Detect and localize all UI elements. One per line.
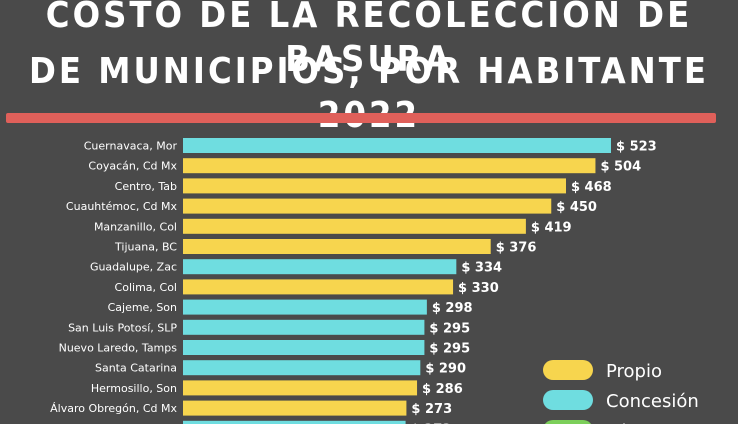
value-label-1: $ 523 (616, 140, 657, 155)
bar-1 (183, 138, 611, 153)
category-label-10: San Luis Potosí, SLP (68, 321, 177, 334)
category-label-12: Santa Catarina (95, 362, 177, 375)
category-label-14: Álvaro Obregón, Cd Mx (50, 402, 177, 415)
value-label-11: $ 295 (429, 342, 470, 357)
value-label-10: $ 295 (429, 321, 470, 336)
value-label-15: $ 272 (411, 422, 452, 424)
legend-label-mixto: Mixto (606, 421, 655, 424)
category-label-11: Nuevo Laredo, Tamps (59, 342, 178, 355)
category-label-13: Hermosillo, Son (91, 382, 177, 395)
value-label-2: $ 504 (600, 160, 641, 175)
bar-6 (183, 239, 491, 254)
value-label-8: $ 330 (458, 281, 499, 296)
legend-swatch-concesion (543, 390, 593, 410)
bar-10 (183, 319, 425, 335)
legend-swatch-propio (543, 360, 593, 380)
category-label-5: Manzanillo, Col (94, 220, 177, 233)
bar-3 (183, 178, 566, 194)
category-label-1: Cuernavaca, Mor (84, 140, 178, 153)
value-label-5: $ 419 (531, 220, 572, 235)
category-label-3: Centro, Tab (115, 180, 177, 193)
bar-2 (183, 158, 596, 174)
bar-7 (183, 259, 457, 275)
category-label-9: Cajeme, Son (108, 301, 177, 314)
category-label-6: Tijuana, BC (114, 241, 177, 254)
bar-8 (183, 279, 454, 295)
bar-11 (183, 340, 425, 355)
value-label-3: $ 468 (571, 180, 612, 195)
title-divider (6, 113, 716, 123)
bar-13 (183, 380, 418, 396)
value-label-4: $ 450 (556, 200, 597, 215)
category-label-2: Coyacán, Cd Mx (88, 160, 177, 173)
value-label-9: $ 298 (432, 301, 473, 316)
bar-15 (183, 420, 406, 424)
value-label-6: $ 376 (496, 241, 537, 256)
category-label-7: Guadalupe, Zac (90, 261, 177, 274)
chart-title-line2: DE MUNICIPIOS, POR HABITANTE 2022 (28, 51, 710, 136)
legend-label-propio: Propio (606, 361, 662, 382)
chart-title-line1: COSTO DE LA RECOLECCION DE BASURA (45, 0, 693, 80)
category-label-8: Colima, Col (115, 281, 177, 294)
bar-14 (183, 400, 407, 416)
bar-4 (183, 198, 552, 214)
value-label-7: $ 334 (461, 261, 502, 276)
legend-label-concesion: Concesión (606, 391, 699, 412)
bar-9 (183, 299, 427, 315)
category-label-4: Cuauhtémoc, Cd Mx (66, 200, 178, 213)
legend-swatch-mixto (545, 420, 591, 424)
value-label-13: $ 286 (422, 382, 463, 397)
value-label-14: $ 273 (411, 402, 452, 417)
bar-12 (183, 360, 421, 376)
value-label-12: $ 290 (425, 362, 466, 377)
bar-5 (183, 218, 526, 234)
